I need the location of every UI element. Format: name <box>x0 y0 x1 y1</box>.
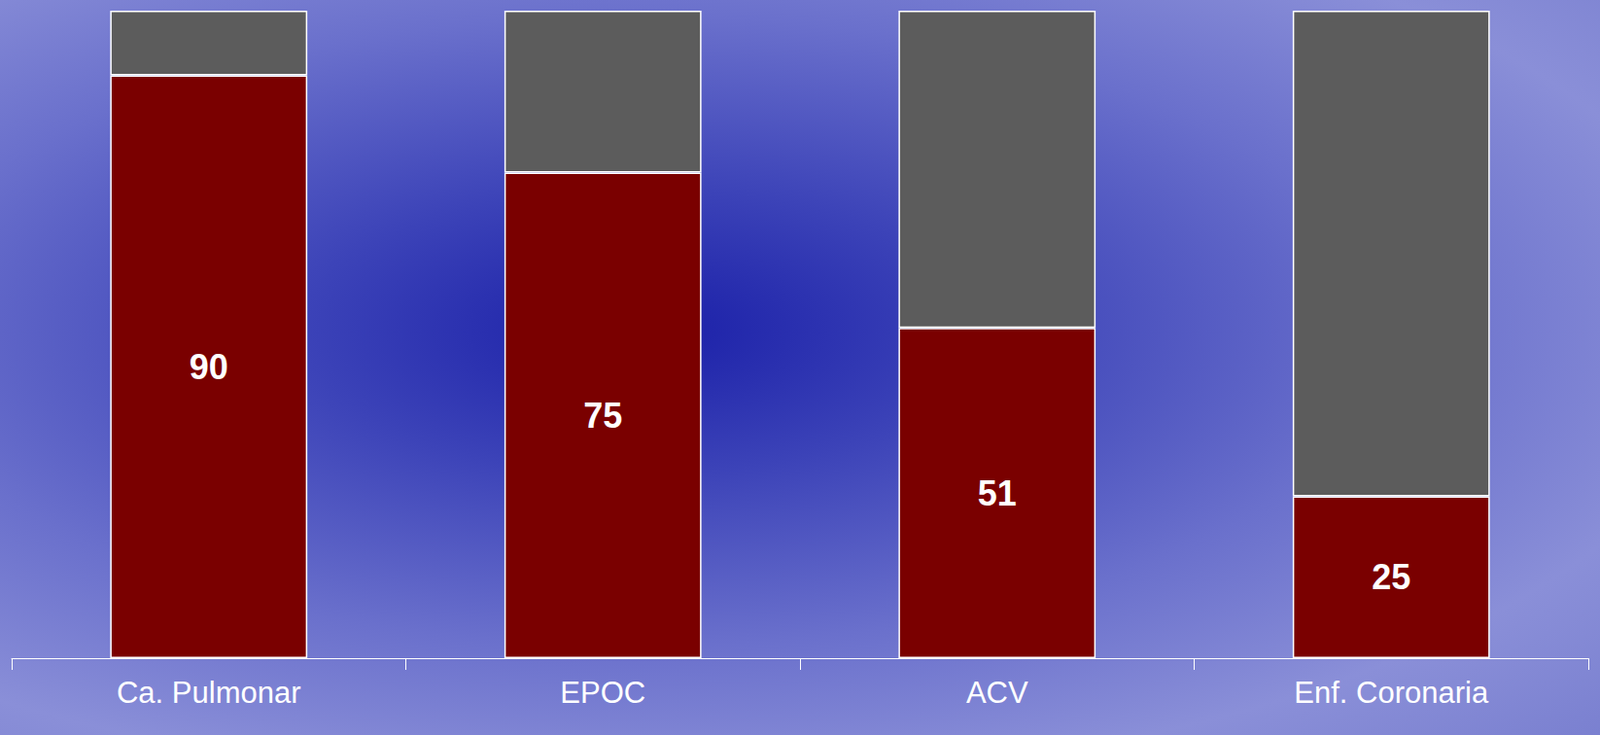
svg-text:Ca. Pulmonar: Ca. Pulmonar <box>116 675 302 710</box>
svg-text:Enf. Coronaria: Enf. Coronaria <box>1293 675 1490 710</box>
svg-text:75: 75 <box>583 395 623 436</box>
svg-text:EPOC: EPOC <box>559 675 646 710</box>
svg-text:51: 51 <box>977 473 1017 514</box>
svg-text:25: 25 <box>1371 556 1411 597</box>
svg-text:ACV: ACV <box>966 675 1029 710</box>
svg-text:90: 90 <box>189 347 229 387</box>
